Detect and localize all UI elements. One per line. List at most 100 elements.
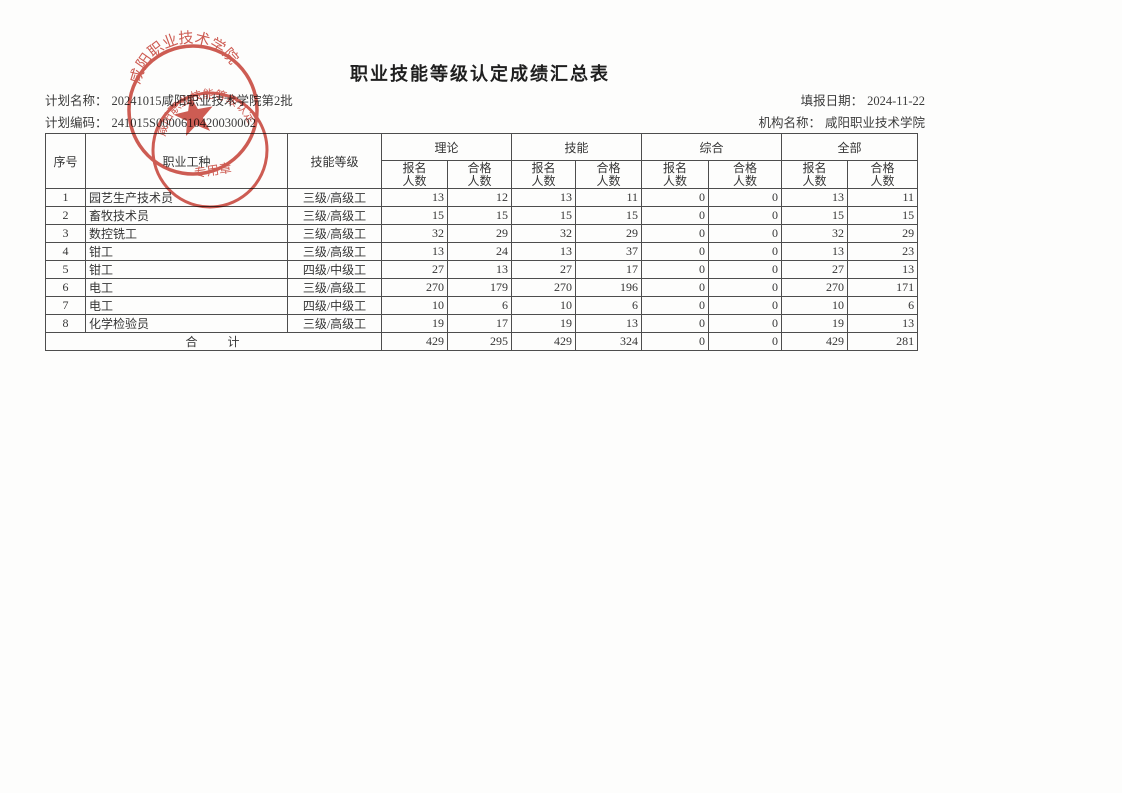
row-value-cell: 0 (641, 224, 710, 243)
plan-name-line: 计划名称： 20241015咸阳职业技术学院第2批 (45, 90, 293, 112)
col-header-skill-enroll: 报名 人数 (511, 160, 577, 189)
col-header-occupation: 职业工种 (85, 133, 288, 189)
row-value-cell: 270 (781, 278, 849, 297)
row-value-cell: 13 (575, 314, 643, 333)
table-row: 6 电工 三级/高级工 270 179 270 196 0 0 270 171 (45, 278, 919, 297)
row-value-cell: 27 (781, 260, 849, 279)
total-comp-pass: 0 (708, 332, 783, 351)
row-value-cell: 23 (847, 242, 919, 261)
row-level: 三级/高级工 (287, 224, 382, 243)
row-value-cell: 0 (641, 314, 710, 333)
row-occupation: 畜牧技术员 (85, 206, 288, 225)
row-level: 三级/高级工 (287, 314, 382, 333)
row-value-cell: 10 (511, 296, 577, 315)
total-label: 合 计 (45, 332, 382, 351)
report-date-value: 2024-11-22 (867, 94, 925, 108)
row-value-cell: 13 (381, 188, 448, 207)
row-level: 四级/中级工 (287, 296, 382, 315)
plan-code-label: 计划编码： (45, 116, 108, 130)
score-summary-table: 序号 职业工种 技能等级 理论 技能 综合 全部 报名 人数 合格 人数 报名 … (45, 133, 919, 351)
total-all-enroll: 429 (781, 332, 849, 351)
row-value-cell: 13 (847, 314, 919, 333)
row-value-cell: 0 (708, 188, 783, 207)
table-row: 2 畜牧技术员 三级/高级工 15 15 15 15 0 0 15 15 (45, 206, 919, 225)
col-header-all-enroll: 报名 人数 (781, 160, 849, 189)
row-occupation: 钳工 (85, 260, 288, 279)
col-header-seq: 序号 (45, 133, 86, 189)
table-row: 7 电工 四级/中级工 10 6 10 6 0 0 10 6 (45, 296, 919, 315)
col-group-theory: 理论 (380, 133, 513, 161)
row-value-cell: 15 (847, 206, 919, 225)
row-value-cell: 6 (575, 296, 643, 315)
row-value-cell: 15 (575, 206, 643, 225)
col-header-all-pass: 合格 人数 (847, 160, 919, 189)
row-value-cell: 13 (446, 260, 513, 279)
row-value-cell: 12 (446, 188, 513, 207)
row-value-cell: 29 (446, 224, 513, 243)
total-theory-enroll: 429 (381, 332, 448, 351)
col-group-all: 全部 (781, 133, 919, 161)
row-value-cell: 6 (446, 296, 513, 315)
row-value-cell: 0 (641, 260, 710, 279)
row-value-cell: 0 (641, 188, 710, 207)
row-occupation: 钳工 (85, 242, 288, 261)
row-value-cell: 13 (781, 188, 849, 207)
plan-code-value: 241015S0000610420030002 (111, 116, 256, 130)
row-value-cell: 270 (381, 278, 448, 297)
row-value-cell: 0 (708, 260, 783, 279)
row-value-cell: 196 (575, 278, 643, 297)
plan-meta-block: 计划名称： 20241015咸阳职业技术学院第2批 计划编码： 241015S000… (45, 90, 293, 134)
total-skill-pass: 324 (575, 332, 643, 351)
plan-code-line: 计划编码： 241015S0000610420030002 (45, 112, 293, 134)
row-value-cell: 0 (641, 206, 710, 225)
row-occupation: 数控铣工 (85, 224, 288, 243)
total-theory-pass: 295 (446, 332, 513, 351)
table-total-row: 合 计 429 295 429 324 0 0 429 281 (45, 332, 919, 351)
row-value-cell: 179 (446, 278, 513, 297)
row-value-cell: 29 (575, 224, 643, 243)
row-value-cell: 13 (381, 242, 448, 261)
row-value-cell: 0 (641, 278, 710, 297)
row-value-cell: 27 (511, 260, 577, 279)
row-value-cell: 15 (381, 206, 448, 225)
row-seq: 8 (45, 314, 86, 333)
row-occupation: 电工 (85, 296, 288, 315)
row-seq: 1 (45, 188, 86, 207)
table-row: 3 数控铣工 三级/高级工 32 29 32 29 0 0 32 29 (45, 224, 919, 243)
org-name-value: 咸阳职业技术学院 (824, 116, 925, 130)
row-seq: 3 (45, 224, 86, 243)
row-seq: 7 (45, 296, 86, 315)
row-occupation: 电工 (85, 278, 288, 297)
table-row: 8 化学检验员 三级/高级工 19 17 19 13 0 0 19 13 (45, 314, 919, 333)
row-value-cell: 10 (781, 296, 849, 315)
row-value-cell: 270 (511, 278, 577, 297)
row-level: 四级/中级工 (287, 260, 382, 279)
total-all-pass: 281 (847, 332, 919, 351)
col-header-comp-pass: 合格 人数 (708, 160, 783, 189)
row-seq: 6 (45, 278, 86, 297)
row-value-cell: 171 (847, 278, 919, 297)
row-value-cell: 0 (641, 242, 710, 261)
row-value-cell: 11 (575, 188, 643, 207)
row-level: 三级/高级工 (287, 278, 382, 297)
row-value-cell: 32 (781, 224, 849, 243)
total-comp-enroll: 0 (641, 332, 710, 351)
report-meta-block: 填报日期： 2024-11-22 机构名称： 咸阳职业技术学院 (758, 90, 925, 134)
row-value-cell: 0 (708, 242, 783, 261)
row-value-cell: 10 (381, 296, 448, 315)
row-value-cell: 37 (575, 242, 643, 261)
report-date-label: 填报日期： (800, 94, 864, 108)
row-value-cell: 24 (446, 242, 513, 261)
row-value-cell: 29 (847, 224, 919, 243)
row-value-cell: 15 (446, 206, 513, 225)
row-value-cell: 32 (381, 224, 448, 243)
row-occupation: 化学检验员 (85, 314, 288, 333)
row-level: 三级/高级工 (287, 206, 382, 225)
plan-name-label: 计划名称： (45, 94, 108, 108)
col-group-comprehensive: 综合 (641, 133, 783, 161)
col-header-theory-pass: 合格 人数 (446, 160, 513, 189)
row-value-cell: 0 (708, 314, 783, 333)
row-value-cell: 15 (511, 206, 577, 225)
plan-name-value: 20241015咸阳职业技术学院第2批 (111, 94, 293, 108)
